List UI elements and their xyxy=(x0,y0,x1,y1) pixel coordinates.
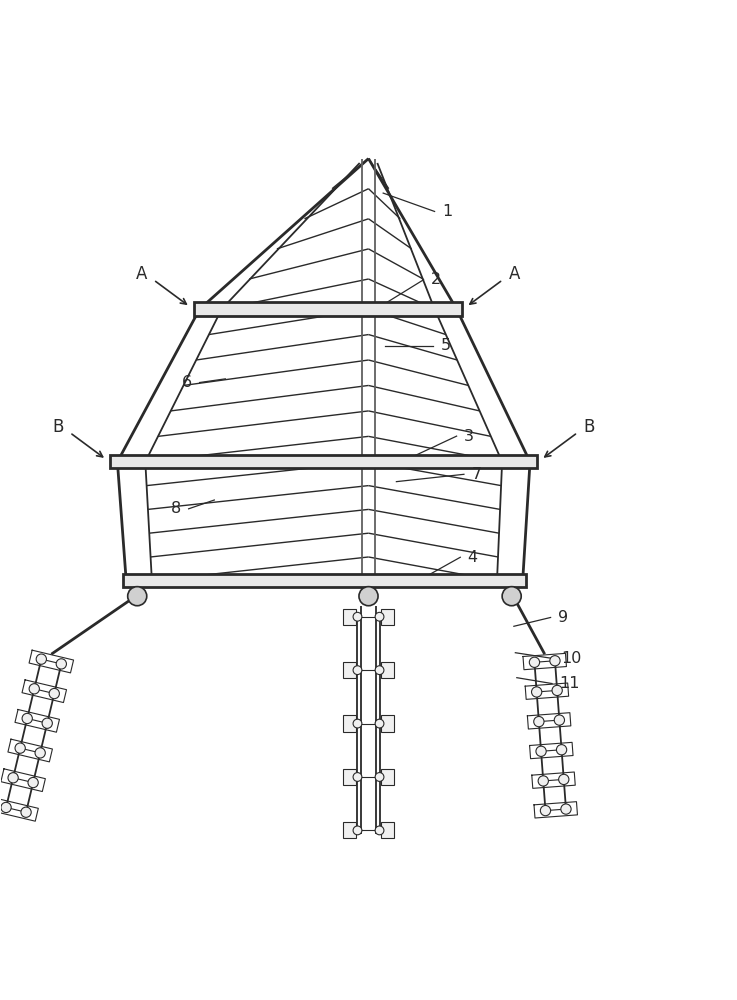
Circle shape xyxy=(375,666,384,675)
Circle shape xyxy=(49,688,60,699)
Circle shape xyxy=(359,587,378,606)
Circle shape xyxy=(353,773,362,781)
Text: B: B xyxy=(584,418,595,436)
Bar xyxy=(381,662,394,678)
Text: A: A xyxy=(136,265,147,283)
Text: 2: 2 xyxy=(431,272,441,287)
Text: 8: 8 xyxy=(171,501,181,516)
Bar xyxy=(381,822,394,838)
Circle shape xyxy=(56,659,66,669)
Circle shape xyxy=(353,612,362,621)
Bar xyxy=(381,715,394,732)
Bar xyxy=(343,769,356,785)
Circle shape xyxy=(561,804,571,814)
Circle shape xyxy=(536,746,546,756)
Circle shape xyxy=(29,684,39,694)
Circle shape xyxy=(529,657,539,667)
Bar xyxy=(122,574,526,587)
Circle shape xyxy=(22,713,32,724)
Circle shape xyxy=(554,715,565,725)
Circle shape xyxy=(375,719,384,728)
Circle shape xyxy=(375,826,384,835)
Text: 1: 1 xyxy=(442,204,453,219)
Bar xyxy=(343,609,356,625)
Circle shape xyxy=(15,743,25,753)
Circle shape xyxy=(35,748,45,758)
Text: 10: 10 xyxy=(561,651,581,666)
Circle shape xyxy=(353,666,362,675)
Bar xyxy=(194,302,463,316)
Circle shape xyxy=(540,805,551,816)
Circle shape xyxy=(28,777,38,788)
Text: 6: 6 xyxy=(182,375,192,390)
Circle shape xyxy=(128,587,147,606)
Bar xyxy=(110,455,537,468)
Bar xyxy=(343,822,356,838)
Text: 5: 5 xyxy=(441,338,450,353)
Circle shape xyxy=(353,719,362,728)
Circle shape xyxy=(42,718,52,728)
Bar xyxy=(343,662,356,678)
Circle shape xyxy=(1,802,11,813)
Text: 3: 3 xyxy=(464,429,474,444)
Circle shape xyxy=(552,685,562,696)
Circle shape xyxy=(556,745,567,755)
Bar xyxy=(343,715,356,732)
Text: 9: 9 xyxy=(558,610,568,625)
Circle shape xyxy=(375,612,384,621)
Text: 4: 4 xyxy=(467,550,478,565)
Circle shape xyxy=(353,826,362,835)
Circle shape xyxy=(531,687,542,697)
Bar xyxy=(381,769,394,785)
Circle shape xyxy=(559,774,569,785)
Bar xyxy=(381,609,394,625)
Text: B: B xyxy=(52,418,63,436)
Circle shape xyxy=(502,587,521,606)
Text: 11: 11 xyxy=(559,676,580,691)
Circle shape xyxy=(36,654,46,664)
Circle shape xyxy=(534,716,544,727)
Text: 7: 7 xyxy=(471,467,481,482)
Circle shape xyxy=(550,656,560,666)
Circle shape xyxy=(375,773,384,781)
Text: A: A xyxy=(509,265,520,283)
Circle shape xyxy=(8,773,18,783)
Circle shape xyxy=(21,807,31,817)
Circle shape xyxy=(538,776,548,786)
